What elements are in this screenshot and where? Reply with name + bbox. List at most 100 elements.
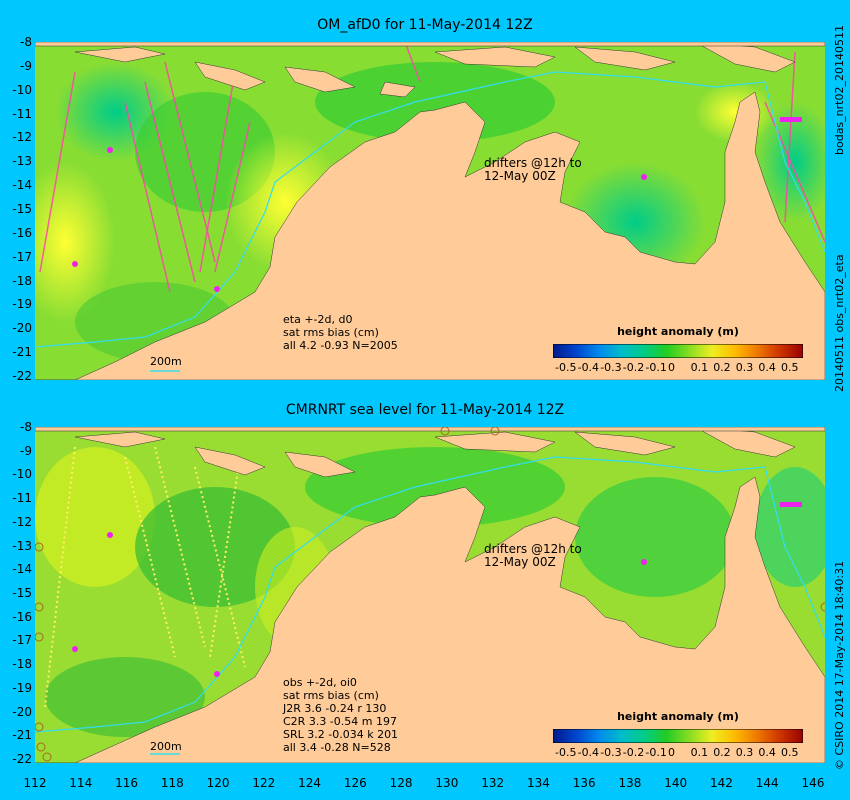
drifters-note-top: drifters @12h to 12-May 00Z (484, 156, 582, 183)
x-tick-label: 142 (710, 776, 733, 790)
y-tick-label: -10 (12, 467, 32, 482)
drifters-note-bottom: drifters @12h to 12-May 00Z (484, 542, 582, 569)
satellite-tracks (39, 42, 825, 293)
y-tick-label: -15 (12, 586, 32, 600)
colorbar-tick-label: 0.3 (735, 746, 754, 759)
colorbar-tick-label: -0.2 (622, 746, 645, 759)
x-tick-label: 134 (526, 776, 550, 790)
colorbar-tick-label: -0.4 (577, 361, 600, 374)
sea-level-map-top (35, 42, 825, 380)
y-tick-label: -13 (12, 154, 32, 169)
x-tick-label: 132 (481, 776, 505, 790)
x-tick-label: 122 (252, 776, 276, 790)
stats-annotation-top: eta +-2d, d0 sat rms bias (cm) all 4.2 -… (283, 313, 398, 352)
side-label-eta: 20140511 obs_nrt02_eta (833, 254, 846, 392)
sea-level-map-bottom (35, 427, 825, 763)
altimeter-tracks (44, 446, 246, 708)
y-tick-label: -16 (12, 225, 32, 240)
colorbar-tick-label: -0.1 (645, 746, 667, 759)
x-tick-label: 120 (206, 776, 230, 790)
bathymetry-200m-top (35, 71, 825, 348)
panel-bottom-title: CMRNRT sea level for 11-May-2014 12Z (285, 402, 565, 418)
y-tick-label: -19 (12, 297, 32, 312)
colorbar-tick-label: -0.2 (622, 361, 645, 374)
x-tick-label: 128 (389, 776, 413, 790)
y-tick-label: -21 (12, 345, 32, 360)
y-tick-label: -8 (20, 35, 32, 49)
y-tick-label: -12 (12, 514, 32, 529)
y-tick-label: -20 (12, 704, 32, 719)
bathymetry-200m-bottom (35, 456, 825, 733)
y-tick-label: -11 (12, 491, 32, 506)
stats-annotation-bottom: obs +-2d, oi0 sat rms bias (cm) J2R 3.6 … (283, 676, 399, 754)
australia-land-bottom (35, 476, 825, 763)
side-label-file: bodas_nrt02_20140511 (833, 25, 846, 155)
drifter-markers-top (72, 117, 802, 292)
x-tick-label: 140 (664, 776, 688, 790)
colorbar-tick-label: 0.5 (781, 361, 799, 374)
y-tick-label: -11 (12, 106, 32, 121)
y-tick-label: -21 (12, 728, 32, 743)
y-tick-label: -18 (12, 657, 32, 672)
colorbar-tick-label: 0 (668, 361, 675, 374)
tide-gauge-markers (35, 427, 825, 762)
y-tick-label: -22 (12, 369, 32, 383)
x-tick-label: 126 (343, 776, 367, 790)
colorbar-tick-label: 0.1 (690, 746, 709, 759)
x-tick-label: 136 (572, 776, 596, 790)
australia-land-top (35, 91, 825, 380)
colorbar-tick-label: -0.3 (600, 361, 622, 374)
colorbar-tick-label: 0.2 (713, 361, 731, 374)
y-tick-label: -10 (12, 82, 32, 97)
y-tick-label: -14 (12, 562, 32, 577)
y-tick-label: -17 (12, 633, 32, 648)
panel-top-title: OM_afD0 for 11-May-2014 12Z (317, 17, 533, 33)
colorbar-title-top: height anomaly (m) (617, 325, 739, 338)
drifter-markers-bottom (72, 502, 802, 677)
colorbar-tick-label: -0.4 (577, 746, 600, 759)
islands-top (35, 42, 825, 98)
y-tick-label: -9 (20, 58, 32, 73)
x-tick-label: 138 (618, 776, 642, 790)
map-panel-top (35, 42, 825, 380)
y-tick-label: -16 (12, 609, 32, 624)
x-tick-label: 146 (801, 776, 825, 790)
x-tick-label: 112 (23, 776, 47, 790)
colorbar-tick-label: 0.1 (690, 361, 709, 374)
colorbar-tick-label: 0.4 (758, 361, 776, 374)
colorbar-tick-label: -0.5 (555, 746, 577, 759)
y-tick-label: -9 (20, 443, 32, 458)
colorbar-tick-label: 0.5 (781, 746, 799, 759)
y-tick-label: -17 (12, 249, 32, 264)
y-tick-label: -19 (12, 680, 32, 695)
y-tick-label: -22 (12, 752, 32, 766)
y-tick-label: -15 (12, 202, 32, 216)
colorbar-title-bottom: height anomaly (m) (617, 710, 739, 723)
x-tick-label: 114 (69, 776, 93, 790)
colorbar-tick-label: 0.4 (758, 746, 776, 759)
colorbar-tick-label: 0.2 (713, 746, 731, 759)
y-tick-label: -13 (12, 538, 32, 553)
colorbar-tick-label: -0.3 (600, 746, 622, 759)
islands-bottom (35, 427, 825, 478)
y-tick-label: -18 (12, 273, 32, 288)
colorbar-tick-label: -0.1 (645, 361, 667, 374)
depth-label-top: 200m (150, 355, 182, 368)
colorbar-bottom (553, 729, 803, 743)
x-tick-label: 144 (755, 776, 779, 790)
colorbar-tick-label: 0.3 (735, 361, 754, 374)
x-tick-label: 118 (160, 776, 184, 790)
y-tick-label: -8 (20, 420, 32, 434)
x-tick-label: 130 (435, 776, 459, 790)
y-tick-label: -20 (12, 321, 32, 336)
colorbar-tick-label: 0 (668, 746, 675, 759)
x-tick-label: 116 (115, 776, 138, 790)
x-tick-label: 124 (298, 776, 322, 790)
colorbar-tick-label: -0.5 (555, 361, 577, 374)
depth-label-bottom: 200m (150, 740, 182, 753)
side-label-copyright: © CSIRO 2014 17-May-2014 18:40:31 (833, 560, 846, 770)
colorbar-top (553, 344, 803, 358)
map-panel-bottom (35, 427, 825, 763)
y-tick-label: -14 (12, 178, 32, 193)
y-tick-label: -12 (12, 130, 32, 145)
